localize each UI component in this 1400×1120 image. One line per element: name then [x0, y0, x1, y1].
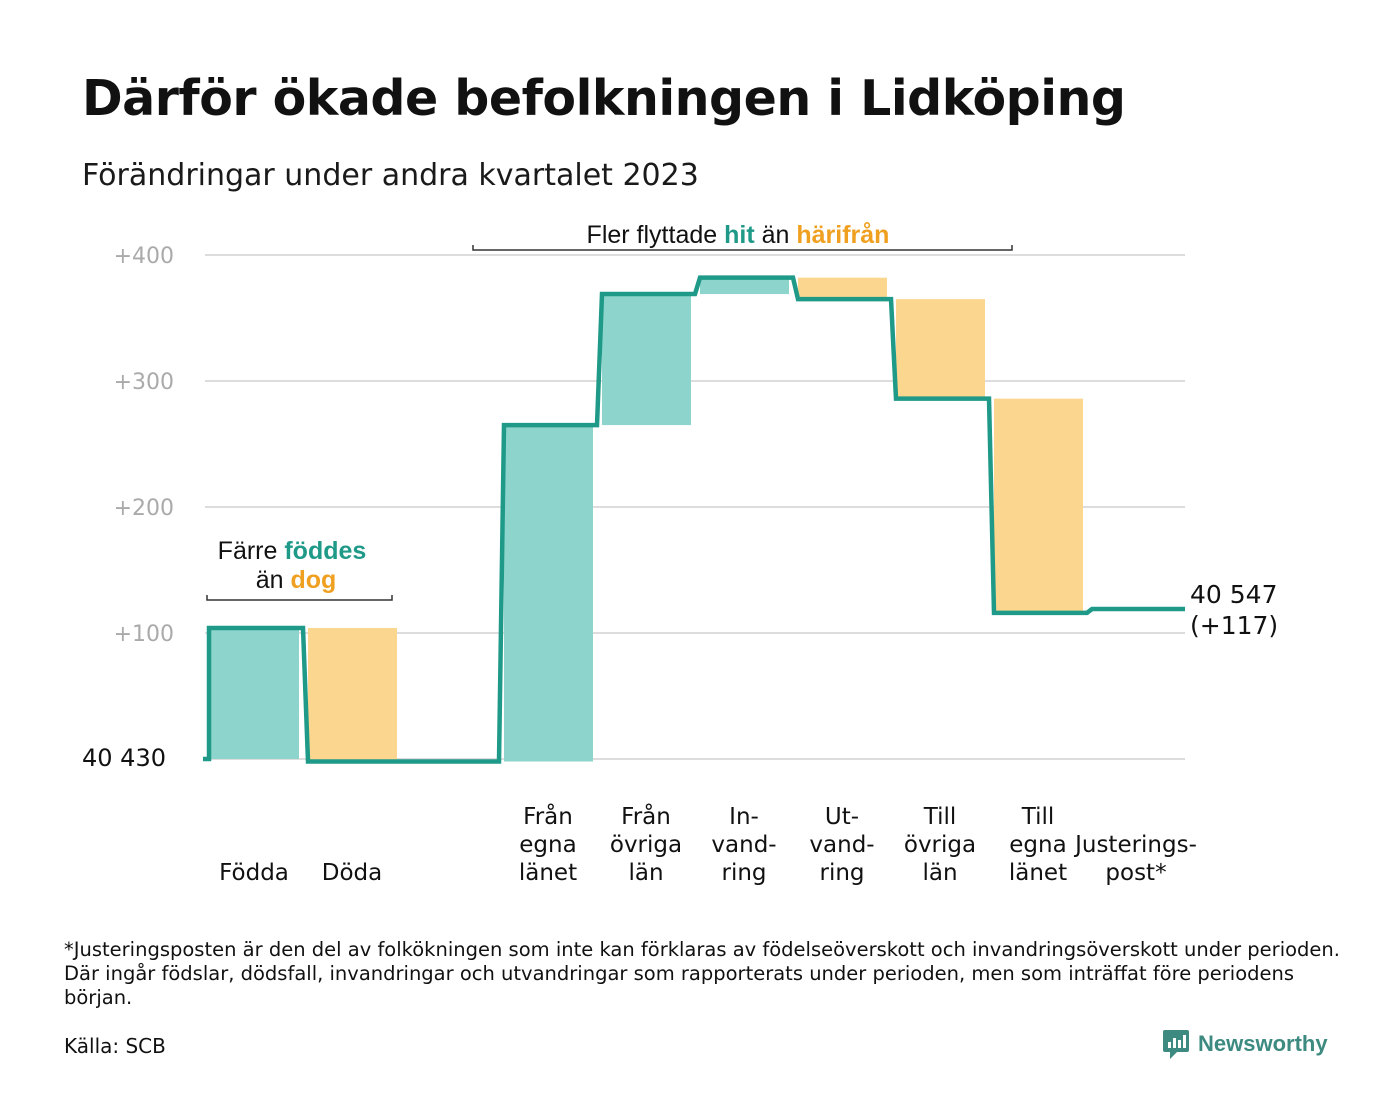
- brand-logo: Newsworthy: [1162, 1028, 1328, 1060]
- newsworthy-logo-icon: [1163, 1030, 1189, 1059]
- category-label: Till övriga län: [904, 804, 976, 886]
- category-label: Ut-vand-ring: [809, 804, 874, 886]
- waterfall-bar: [700, 277, 789, 295]
- migration-bracket: [472, 245, 1013, 251]
- annotation-text: Fler flyttade hit än härifrån: [587, 221, 890, 249]
- waterfall-bar: [504, 425, 593, 762]
- category-label: Justerings-post*: [1073, 832, 1197, 886]
- label-layer: Födda Döda Från egna länet Från övriga län In-va…: [82, 580, 1278, 886]
- annotation-text: Färre föddes: [218, 537, 367, 565]
- category-label: Från övriga län: [610, 802, 682, 886]
- bar-layer: [210, 277, 1083, 762]
- y-tick-label: +300: [114, 370, 174, 395]
- category-label: Från egna länet: [519, 802, 577, 886]
- category-label: In-vand-ring: [711, 804, 776, 886]
- source-label: Källa: SCB: [64, 1034, 166, 1058]
- waterfall-bar: [798, 277, 887, 300]
- waterfall-bar: [994, 398, 1083, 613]
- waterfall-bar: [308, 627, 397, 762]
- births-deaths-bracket: [206, 595, 393, 601]
- waterfall-bar: [210, 627, 299, 759]
- y-tick-label: +400: [114, 244, 174, 269]
- category-label: Till egna länet: [1009, 804, 1067, 886]
- brand-name: Newsworthy: [1198, 1031, 1328, 1056]
- waterfall-bar: [896, 299, 985, 399]
- category-label: Födda: [219, 860, 289, 886]
- page-title: Därför ökade befolkningen i Lidköping: [82, 70, 1126, 127]
- end-value-label: 40 547: [1190, 580, 1277, 609]
- line-layer: [203, 275, 1185, 764]
- end-change-label: (+117): [1190, 611, 1278, 640]
- y-tick-label: +100: [114, 622, 174, 647]
- cumulative-step-line: [203, 275, 1185, 764]
- page-subtitle: Förändringar under andra kvartalet 2023: [82, 158, 699, 193]
- category-label: Döda: [322, 860, 382, 886]
- start-value-label: 40 430: [82, 744, 166, 772]
- y-tick-label: +200: [114, 496, 174, 521]
- footnote: *Justeringsposten är den del av folkökni…: [64, 938, 1340, 1009]
- waterfall-bar: [602, 294, 691, 426]
- annotation-text: än dog: [256, 566, 337, 594]
